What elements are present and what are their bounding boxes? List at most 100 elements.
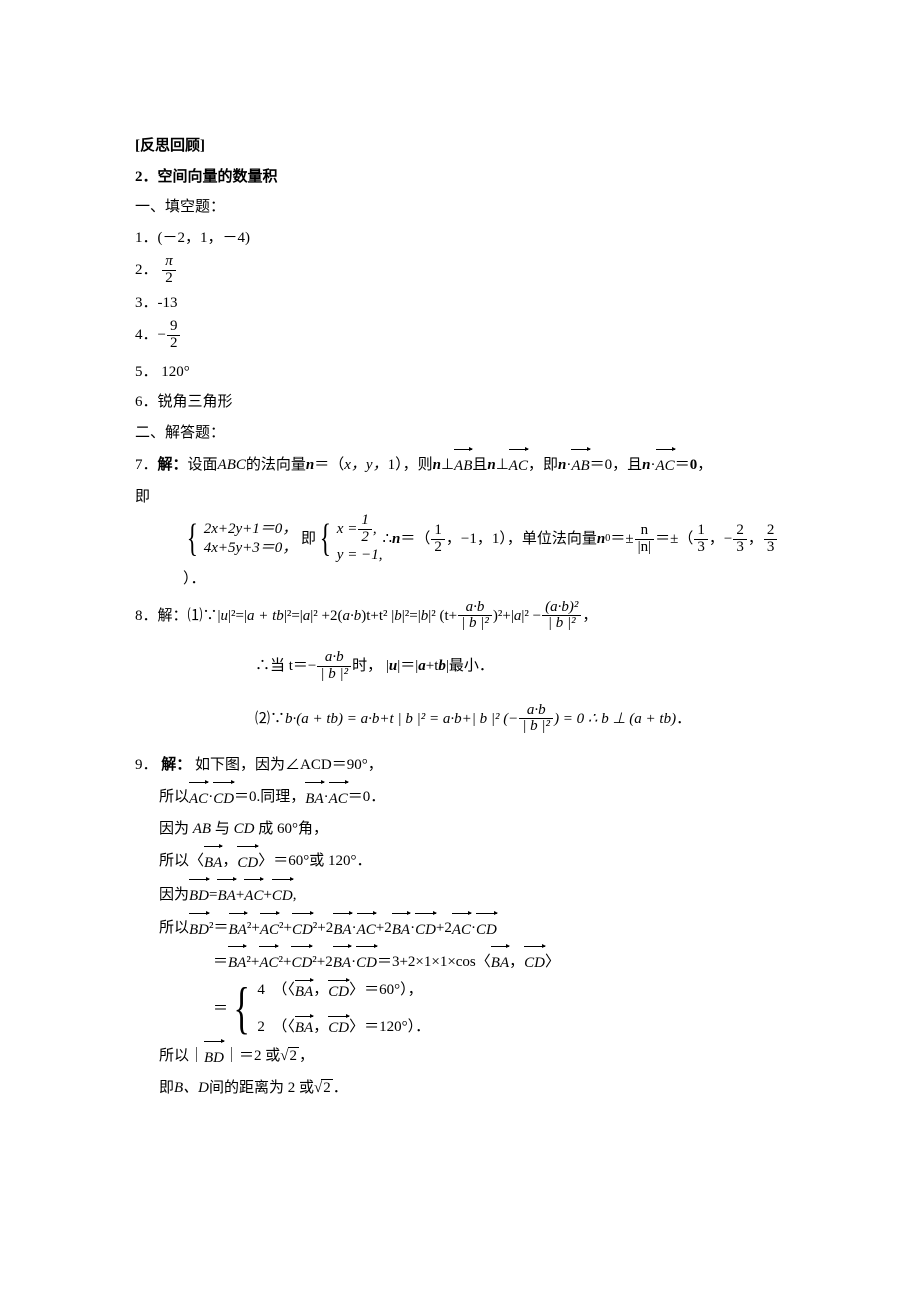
vec: AC <box>244 879 263 911</box>
frac-pi-2: π 2 <box>162 254 176 287</box>
t: a + tb <box>247 602 284 631</box>
vec: CD <box>213 782 234 814</box>
d: 3 <box>694 540 708 556</box>
vec: CD <box>476 913 497 945</box>
d: | b |² <box>519 719 553 735</box>
t: ， <box>748 525 763 554</box>
num-5: 5． <box>135 364 158 380</box>
t: 所以〈 <box>159 847 204 876</box>
num-9: 9． <box>135 757 158 773</box>
t: ²+2 <box>312 948 332 977</box>
t: 成 60°角， <box>258 821 328 837</box>
main-title: 2．空间向量的数量积 <box>135 163 800 192</box>
answer-9-line2: 所以 AC · CD ＝0.同理， BA · AC ＝0． <box>135 782 800 814</box>
t: ，即 <box>528 451 558 480</box>
t: ) = 0 ∴ b ⊥ (a + tb) <box>554 705 676 734</box>
t: 〉＝120°）． <box>349 1018 430 1038</box>
answer-9-line7: ＝ BA ²+ AC ²+ CD ²+2 BA · CD ＝3+2×1×1×co… <box>135 946 800 978</box>
t: CD <box>234 821 255 837</box>
t: n <box>597 525 605 554</box>
t: ＝（ <box>400 525 430 554</box>
t: B、D <box>174 1074 209 1103</box>
vec: BA <box>295 980 313 1003</box>
vec: CD <box>292 913 313 945</box>
label-9: 解： <box>161 757 191 773</box>
t: ²+ <box>278 948 291 977</box>
vec: BA <box>333 913 351 945</box>
answer-9-line1: 9． 解： 如下图，因为∠ACD＝90°， <box>135 751 800 780</box>
num-1: 1． <box>135 230 158 246</box>
d: | b |² <box>317 667 351 683</box>
t: 且 <box>472 451 487 480</box>
brace-icon: { <box>320 521 331 556</box>
t: n <box>558 451 566 480</box>
sqrt: 2 <box>280 1042 299 1071</box>
frac: 1 3 <box>694 523 708 556</box>
t: n <box>642 451 650 480</box>
case1: 4 （〈 BA ， CD 〉＝60°）， <box>257 980 430 1003</box>
eq: x = 1 2 , <box>337 513 383 546</box>
text-5: 120° <box>158 364 190 380</box>
vec: AC <box>189 782 208 814</box>
t: 所以 <box>159 783 189 812</box>
t: ，− <box>709 525 732 554</box>
t: n <box>487 451 495 480</box>
t: 即 <box>301 525 316 554</box>
t: ＝ <box>675 451 690 480</box>
t: ． <box>333 1074 348 1103</box>
vec: CD <box>237 846 258 878</box>
n: a·b <box>458 600 492 617</box>
answer-3: 3．-13 <box>135 289 800 318</box>
t: ⑵∵ <box>255 705 285 734</box>
t: 所以｜ <box>159 1042 204 1071</box>
t: ²+ <box>279 914 292 943</box>
section-b-heading: 二、解答题： <box>135 419 800 448</box>
n: a·b <box>519 703 553 720</box>
num-7: 7． <box>135 451 158 480</box>
vec: BD <box>189 913 209 945</box>
t: ²+ <box>247 914 260 943</box>
frac: 1 2 <box>358 513 372 546</box>
vec-ac: AC <box>656 449 675 481</box>
t: 设面 <box>188 451 218 480</box>
answer-8-line1: 8． 解： ⑴∵| u |²=| a + tb |²=| a |² +2( a·… <box>135 600 800 633</box>
t: 〉＝60°或 120°． <box>258 847 371 876</box>
t: n <box>433 451 441 480</box>
t: b <box>421 602 429 631</box>
n: n <box>635 523 655 540</box>
t: x，y， <box>344 451 387 480</box>
t: u <box>389 652 397 681</box>
t: |²=| <box>284 602 303 631</box>
vec: CD <box>524 946 545 978</box>
t: 因为 <box>159 821 193 837</box>
num-8: 8． <box>135 602 158 631</box>
answer-9-line4: 所以〈 BA ， CD 〉＝60°或 120°． <box>135 846 800 878</box>
t: n <box>392 525 400 554</box>
t: a <box>418 652 426 681</box>
answer-9-line3: 因为 AB 与 CD 成 60°角， <box>135 815 800 844</box>
answer-9-line6: 所以 BD ²＝ BA ²+ AC ²+ CD ²+2 BA · AC +2 B… <box>135 913 800 945</box>
t: 1），则 <box>388 451 433 480</box>
t: 的法向量 <box>246 451 306 480</box>
t: ｜＝2 或 <box>224 1042 280 1071</box>
t: + <box>236 881 244 910</box>
n: 1 <box>431 523 445 540</box>
t: +2 <box>376 914 392 943</box>
t: ⑴∵| <box>188 602 221 631</box>
t: a <box>514 602 522 631</box>
vec: CD <box>272 879 293 911</box>
answer-9-line8: ＝ { 4 （〈 BA ， CD 〉＝60°）， 2 （〈 BA ， CD 〉＝… <box>135 980 800 1039</box>
t: |² − <box>521 602 541 631</box>
t: n <box>306 451 314 480</box>
t: ∴ <box>382 525 392 554</box>
eq: 4x+5y+3＝0， <box>204 539 298 559</box>
t: ＝±（ <box>655 525 693 554</box>
label-7: 解： <box>158 451 188 480</box>
vec: AC <box>452 913 471 945</box>
t: ， <box>582 602 597 631</box>
answer-6: 6．锐角三角形 <box>135 388 800 417</box>
answer-1: 1．(－2，1，－4) <box>135 224 800 253</box>
eqs1: 2x+2y+1＝0， 4x+5y+3＝0， <box>204 520 298 559</box>
t: 〉＝60°）， <box>349 981 423 1001</box>
answer-2: 2． π 2 <box>135 254 800 287</box>
